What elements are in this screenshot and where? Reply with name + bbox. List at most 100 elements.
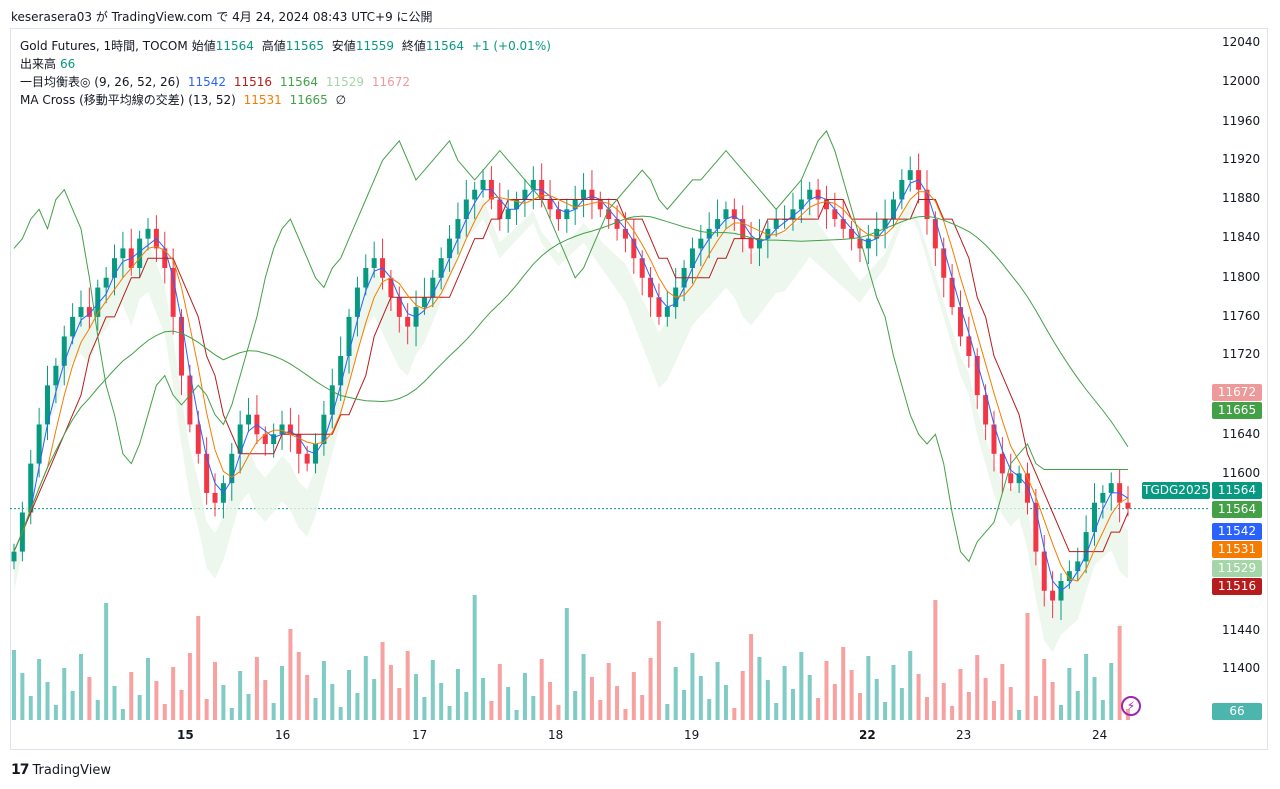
volume-bar [615, 686, 620, 720]
candle-body [28, 463, 34, 513]
candle-body [991, 424, 997, 454]
price-tag: 11564 [1212, 482, 1262, 499]
volume-bar [556, 705, 561, 720]
volume-bar [589, 677, 594, 720]
volume-bar [481, 678, 486, 720]
volume-bar [489, 701, 494, 720]
volume-bar [129, 672, 134, 720]
candle-body [363, 267, 369, 288]
candle-body [1008, 473, 1014, 484]
price-axis-label: 11800 [1222, 270, 1261, 284]
candle-body [924, 189, 930, 220]
candle-body [589, 189, 595, 200]
ma-fast-value: 11531 [243, 93, 282, 107]
candle-body [622, 228, 628, 239]
volume-bar [104, 603, 109, 720]
volume-bar [975, 655, 980, 720]
legend-ichimoku[interactable]: 一目均衡表◎ (9, 26, 52, 26) 11542 11516 11564… [20, 73, 555, 91]
candle-body [857, 238, 863, 249]
volume-bar [682, 690, 687, 720]
tradingview-brand[interactable]: TradingView [32, 762, 112, 778]
volume-bar [1092, 677, 1097, 720]
volume-bar [782, 666, 787, 720]
close-label: 終値 [401, 39, 426, 53]
low-value: 11559 [355, 39, 394, 53]
volume-bar [958, 669, 963, 720]
candle-body [723, 209, 729, 220]
candle-body [145, 228, 151, 239]
candle-body [371, 258, 377, 268]
volume-bar [1058, 705, 1063, 720]
volume-bar [1008, 687, 1013, 720]
volume-bar [372, 679, 377, 720]
change-value: +1 (+0.01%) [471, 39, 551, 53]
candle-body [815, 189, 821, 200]
candle-body [614, 219, 620, 229]
volume-bar [45, 682, 50, 720]
candle-body [86, 307, 92, 317]
candle-body [170, 267, 176, 317]
volume-bar [598, 700, 603, 720]
candle-body [463, 199, 469, 220]
candle-body [271, 434, 277, 445]
tradingview-logo-icon[interactable]: 17 [11, 762, 30, 778]
legend-ohlc[interactable]: Gold Futures, 1時間, TOCOM 始値11564 高値11565 … [20, 37, 555, 55]
candle-body [1050, 590, 1056, 601]
volume-bar [221, 685, 226, 720]
price-axis-label: 11840 [1222, 230, 1261, 244]
candle-body [287, 424, 293, 435]
candle-body [388, 277, 394, 298]
volume-bar [171, 667, 176, 720]
candle-body [949, 277, 955, 308]
candle-body [1033, 502, 1039, 552]
candle-body [865, 238, 871, 249]
volume-bar [321, 661, 326, 720]
price-axis-label: 11600 [1222, 466, 1261, 480]
volume-bar [1109, 663, 1114, 720]
volume-bar [37, 659, 42, 720]
volume-bar [514, 710, 519, 720]
lightning-icon[interactable]: ⚡ [1121, 696, 1141, 716]
candle-body [765, 228, 771, 239]
volume-bar [137, 695, 142, 720]
candle-body [262, 434, 268, 445]
volume-bar [790, 689, 795, 720]
hidden-icon[interactable]: ∅ [335, 93, 347, 107]
candle-body [1024, 473, 1030, 503]
footer: 17 TradingView [11, 762, 111, 778]
candle-body [1075, 561, 1081, 572]
legend-volume[interactable]: 出来高 66 [20, 55, 555, 73]
price-axis-label: 12040 [1222, 35, 1261, 49]
volume-bar [229, 708, 234, 720]
price-tag: 11665 [1212, 402, 1262, 419]
price-axis-label: 11440 [1222, 623, 1261, 637]
candle-body [438, 258, 444, 278]
candle-body [1066, 571, 1072, 581]
kijun-line [13, 199, 1129, 553]
candle-body [689, 248, 695, 268]
volume-bar [120, 709, 125, 720]
volume-bar [380, 642, 385, 720]
volume-bar [455, 669, 460, 720]
volume-bar [204, 699, 209, 720]
volume-bar [464, 692, 469, 720]
snapshot-caption: keserasera03 が TradingView.com で 4月 24, … [11, 10, 433, 24]
volume-bar [79, 654, 84, 720]
candle-body [480, 179, 486, 190]
volume-bar [95, 700, 100, 720]
volume-bar [280, 666, 285, 720]
price-tag: 11529 [1212, 560, 1262, 577]
senkou-b-value: 11672 [371, 75, 411, 89]
chart-pane[interactable] [10, 28, 1268, 750]
volume-bar [179, 690, 184, 720]
legend-ma-cross[interactable]: MA Cross (移動平均線の交差) (13, 52) 11531 11665… [20, 91, 555, 109]
volume-bar [824, 661, 829, 720]
candle-body [103, 277, 109, 288]
volume-bar [573, 691, 578, 720]
ma-slow-line [13, 215, 1129, 552]
volume-bar [53, 705, 58, 720]
volume-bar [506, 687, 511, 720]
volume-bar [1075, 691, 1080, 720]
volume-bar [816, 698, 821, 720]
